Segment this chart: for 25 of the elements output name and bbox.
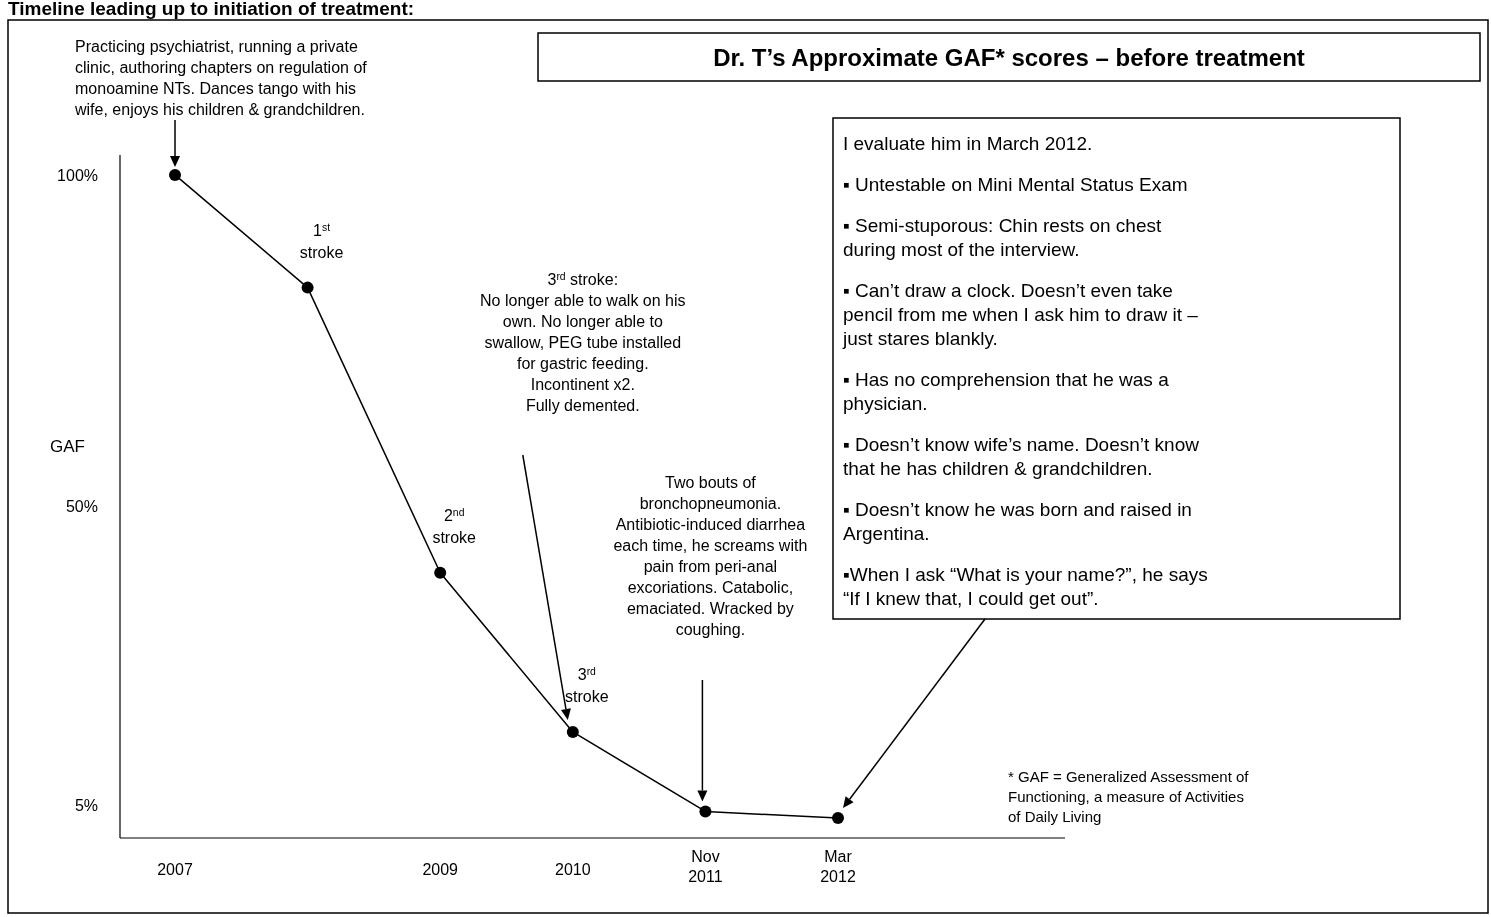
x-tick-label: 2007 [157,861,193,878]
text: 3$^{rd}$ stroke: No longer able to walk on his own. No longer able to swallow, PEG tube installed for gastric feeding. Incontinent x2. Fully demented. [480,270,686,414]
annotation: 1$^{st}$ stroke [299,221,344,261]
x-tick-label: 2010 [555,861,591,878]
y-tick-label: 5% [74,796,98,814]
x-tick-label: Nov 2011 [688,848,723,885]
text: I evaluate him in March 2012. ▪ Untestable on Mini Mental Status Exam ▪ Semi-stuporous: Chin rests on chest during most of the interview. ▪ Can’t draw a clock. Doesn’t even take pencil from me when I ask him to draw it – just stares blankly. ▪ Has no comprehension that he was a physician. ▪ Doesn’t know wife’s name. Doesn’t know that he has children & grandchildren. ▪ Doesn’t know he was born and raised in Argentina. ▪When I ask “What is your name?”, he says “If I knew that, I could get out”. [843,133,1208,609]
y-axis-title: GAF [50,437,85,456]
point [169,168,181,181]
y-tick-label: 100% [57,166,98,184]
text: Dr. T’s Approximate GAF* scores – before treatment [713,44,1305,71]
text: * GAF = Generalized Assessment of Functioning, a measure of Activities of Daily Living [1008,768,1250,825]
annotation: Two bouts of bronchopneumonia. Antibiotic-induced diarrhea each time, he screams with pain from peri-anal excoriations. Catabolic, emaciated. Wracked by coughing. [613,474,808,638]
annotation: 2$^{nd}$ stroke [432,506,477,546]
y-tick-label: 50% [65,498,98,516]
x-tick-label: Mar 2012 [820,848,856,885]
x-tick-label: 2009 [422,861,459,878]
point [832,812,844,825]
point [434,566,447,579]
point [301,281,314,294]
text: Practicing psychiatrist, running a private clinic, authoring chapters on regulation of monoamine NTs. Dances tango with his wife, enjoys his children & grandchildren. [74,38,368,118]
annotation: 3$^{rd}$ stroke [565,665,609,705]
point [699,805,712,818]
chart-title: Timeline leading up to initiation of treatment: [8,0,415,19]
point [566,725,579,738]
